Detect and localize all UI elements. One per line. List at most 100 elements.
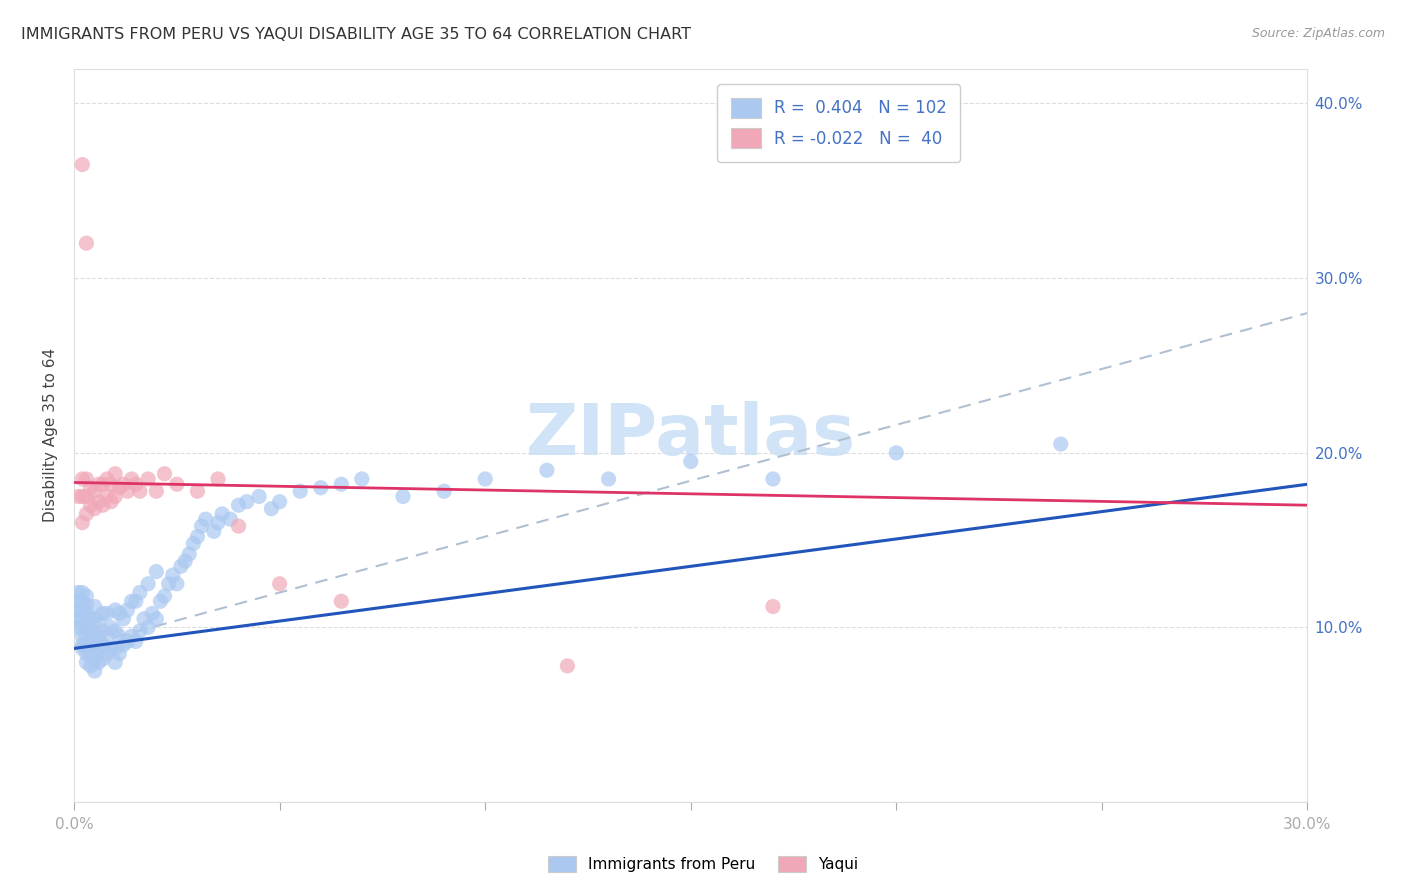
Point bbox=[91, 652, 114, 666]
Point bbox=[162, 568, 184, 582]
Point bbox=[125, 594, 148, 608]
Point bbox=[132, 612, 155, 626]
Point bbox=[104, 656, 127, 670]
Point bbox=[121, 629, 143, 643]
Point bbox=[166, 477, 188, 491]
Point bbox=[72, 629, 94, 643]
Point bbox=[100, 477, 122, 491]
Point bbox=[536, 463, 558, 477]
Point bbox=[170, 559, 193, 574]
Point bbox=[330, 477, 353, 491]
Point bbox=[598, 472, 620, 486]
Point bbox=[87, 656, 110, 670]
Point bbox=[350, 472, 373, 486]
Point bbox=[207, 516, 229, 530]
Point bbox=[75, 236, 97, 251]
Point bbox=[72, 158, 94, 172]
Text: IMMIGRANTS FROM PERU VS YAQUI DISABILITY AGE 35 TO 64 CORRELATION CHART: IMMIGRANTS FROM PERU VS YAQUI DISABILITY… bbox=[21, 27, 692, 42]
Point bbox=[87, 641, 110, 656]
Point bbox=[117, 484, 139, 499]
Point bbox=[136, 620, 159, 634]
Point bbox=[67, 612, 90, 626]
Point bbox=[83, 664, 105, 678]
Point bbox=[83, 652, 105, 666]
Point bbox=[153, 467, 176, 481]
Point bbox=[87, 494, 110, 508]
Point bbox=[247, 490, 270, 504]
Point bbox=[83, 599, 105, 614]
Point bbox=[75, 589, 97, 603]
Point bbox=[330, 594, 353, 608]
Point bbox=[121, 594, 143, 608]
Point bbox=[1049, 437, 1071, 451]
Point bbox=[79, 612, 101, 626]
Point bbox=[117, 634, 139, 648]
Point bbox=[91, 477, 114, 491]
Point bbox=[100, 494, 122, 508]
Point bbox=[557, 659, 579, 673]
Point bbox=[83, 501, 105, 516]
Point bbox=[72, 490, 94, 504]
Point bbox=[100, 641, 122, 656]
Point bbox=[309, 481, 332, 495]
Point bbox=[153, 589, 176, 603]
Point bbox=[79, 498, 101, 512]
Point bbox=[72, 612, 94, 626]
Point bbox=[72, 585, 94, 599]
Point bbox=[112, 638, 135, 652]
Point bbox=[112, 477, 135, 491]
Point bbox=[75, 629, 97, 643]
Point bbox=[72, 603, 94, 617]
Point bbox=[884, 446, 907, 460]
Point bbox=[149, 594, 172, 608]
Point bbox=[79, 638, 101, 652]
Point bbox=[157, 576, 180, 591]
Point bbox=[474, 472, 496, 486]
Point bbox=[128, 585, 150, 599]
Point bbox=[104, 603, 127, 617]
Point bbox=[67, 490, 90, 504]
Point bbox=[166, 576, 188, 591]
Point bbox=[72, 641, 94, 656]
Point bbox=[121, 472, 143, 486]
Point bbox=[72, 594, 94, 608]
Point bbox=[75, 598, 97, 612]
Text: ZIPatlas: ZIPatlas bbox=[526, 401, 856, 470]
Point bbox=[79, 659, 101, 673]
Point bbox=[679, 454, 702, 468]
Point bbox=[128, 624, 150, 638]
Point bbox=[104, 641, 127, 656]
Point bbox=[269, 576, 291, 591]
Point bbox=[83, 638, 105, 652]
Point bbox=[75, 647, 97, 661]
Point bbox=[136, 576, 159, 591]
Point bbox=[145, 612, 167, 626]
Point bbox=[269, 494, 291, 508]
Point bbox=[104, 467, 127, 481]
Point bbox=[108, 647, 131, 661]
Point bbox=[228, 519, 250, 533]
Y-axis label: Disability Age 35 to 64: Disability Age 35 to 64 bbox=[44, 348, 58, 523]
Point bbox=[67, 585, 90, 599]
Point bbox=[75, 490, 97, 504]
Point bbox=[91, 638, 114, 652]
Legend: R =  0.404   N = 102, R = -0.022   N =  40: R = 0.404 N = 102, R = -0.022 N = 40 bbox=[717, 84, 960, 161]
Point bbox=[72, 516, 94, 530]
Point bbox=[228, 498, 250, 512]
Point bbox=[79, 647, 101, 661]
Point bbox=[433, 484, 456, 499]
Point bbox=[108, 481, 131, 495]
Point bbox=[112, 612, 135, 626]
Point bbox=[87, 629, 110, 643]
Point bbox=[145, 484, 167, 499]
Point bbox=[125, 634, 148, 648]
Point bbox=[91, 498, 114, 512]
Point bbox=[260, 501, 283, 516]
Point bbox=[72, 472, 94, 486]
Point bbox=[96, 629, 118, 643]
Point bbox=[83, 612, 105, 626]
Point bbox=[762, 472, 785, 486]
Point bbox=[72, 638, 94, 652]
Point bbox=[145, 565, 167, 579]
Point bbox=[104, 490, 127, 504]
